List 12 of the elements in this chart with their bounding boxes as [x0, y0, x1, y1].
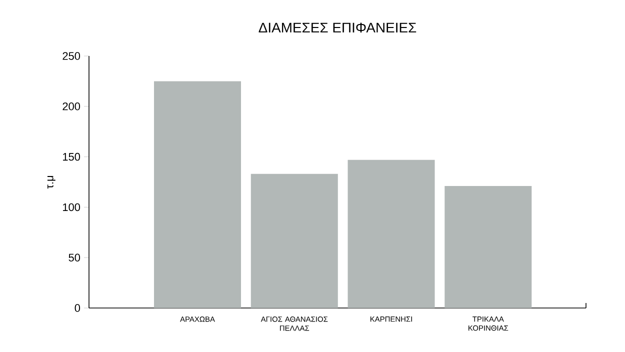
bar	[250, 174, 338, 308]
y-tick-label: 100	[63, 203, 80, 212]
y-tick-label: 150	[63, 152, 80, 161]
chart-title: ΔΙΑΜΕΣΕΣ ΕΠΙΦΑΝΕΙΕΣ	[258, 22, 416, 32]
bar	[444, 186, 532, 308]
y-tick-label: 50	[68, 254, 80, 262]
bar	[348, 160, 435, 308]
bar	[154, 81, 242, 308]
y-tick-label: 200	[62, 102, 80, 110]
y-tick-label: 250	[62, 52, 80, 60]
y-tick-label: 0	[74, 304, 80, 312]
y-axis-title: τ.μ	[47, 176, 56, 189]
